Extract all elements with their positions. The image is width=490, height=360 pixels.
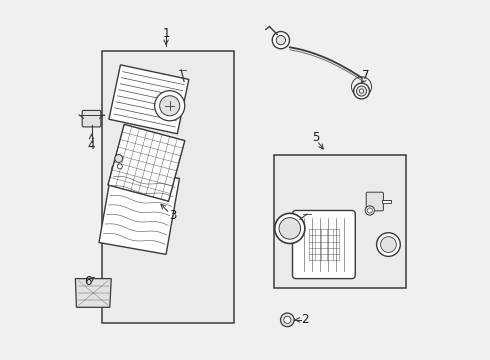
- Bar: [382, 200, 391, 203]
- Text: 1: 1: [162, 27, 170, 40]
- FancyBboxPatch shape: [366, 192, 383, 211]
- Polygon shape: [109, 65, 189, 134]
- Polygon shape: [75, 279, 111, 307]
- Text: 4: 4: [88, 139, 95, 152]
- Circle shape: [368, 208, 372, 213]
- Text: 3: 3: [169, 210, 176, 222]
- Polygon shape: [122, 129, 143, 143]
- Circle shape: [275, 213, 305, 243]
- Polygon shape: [108, 124, 185, 201]
- Circle shape: [357, 86, 367, 96]
- FancyBboxPatch shape: [293, 211, 355, 279]
- Circle shape: [359, 89, 364, 93]
- Bar: [274, 155, 406, 288]
- Text: 5: 5: [312, 131, 319, 144]
- Polygon shape: [99, 167, 179, 255]
- Circle shape: [377, 233, 400, 256]
- Circle shape: [115, 154, 122, 162]
- Text: 6: 6: [84, 275, 92, 288]
- Circle shape: [284, 316, 291, 323]
- Text: 7: 7: [363, 69, 370, 82]
- Circle shape: [280, 313, 294, 327]
- Circle shape: [160, 96, 180, 116]
- Circle shape: [354, 83, 369, 99]
- Circle shape: [155, 91, 185, 121]
- Circle shape: [276, 36, 286, 45]
- Circle shape: [272, 32, 290, 49]
- Text: 2: 2: [301, 313, 309, 327]
- Circle shape: [365, 206, 374, 215]
- Bar: [101, 51, 234, 323]
- Circle shape: [279, 218, 300, 239]
- FancyBboxPatch shape: [82, 111, 101, 127]
- Circle shape: [117, 164, 122, 169]
- Circle shape: [381, 237, 396, 252]
